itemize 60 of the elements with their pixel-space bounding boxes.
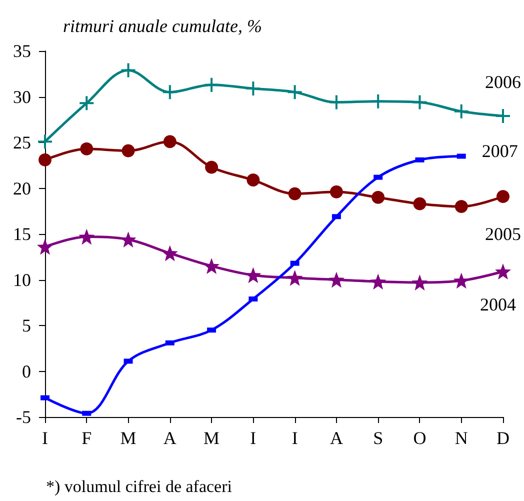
y-tick-label: 10: [13, 270, 31, 290]
x-tick-label: F: [82, 428, 92, 448]
y-axis-title: ritmuri anuale cumulate, %: [63, 16, 262, 36]
point: [495, 108, 511, 124]
y-tick-label: -5: [16, 407, 31, 427]
point: [37, 238, 53, 255]
x-tick-label: I: [292, 428, 298, 448]
point: [245, 80, 262, 97]
point: [286, 84, 303, 100]
point: [453, 103, 470, 120]
point: [162, 245, 178, 262]
point: [286, 270, 303, 286]
point: [288, 187, 302, 200]
point: [372, 190, 385, 204]
point: [120, 62, 136, 78]
point: [78, 95, 95, 112]
series-label: 2007: [482, 141, 518, 162]
point: [330, 185, 343, 198]
point: [495, 264, 511, 280]
point: [370, 93, 386, 110]
y-tick-label: 30: [13, 86, 31, 107]
point: [328, 272, 344, 288]
x-tick-label: A: [163, 428, 176, 448]
y-tick-label: 15: [13, 224, 31, 244]
x-tick-label: D: [496, 428, 510, 448]
point: [370, 274, 386, 290]
x-tick-label: S: [373, 428, 384, 448]
point: [38, 153, 52, 166]
point: [246, 174, 260, 187]
x-tick-label: A: [330, 428, 343, 448]
point: [496, 190, 510, 203]
y-tick-label: 35: [13, 41, 31, 61]
point: [80, 142, 94, 156]
point: [204, 258, 220, 274]
point: [454, 200, 468, 214]
x-tick-label: N: [454, 428, 468, 448]
point: [78, 228, 95, 245]
point: [412, 274, 428, 290]
y-tick-label: 20: [13, 178, 31, 198]
series-label: 2005: [485, 224, 521, 244]
point: [122, 144, 135, 158]
point: [163, 135, 176, 148]
y-tick-label: 0: [22, 361, 31, 382]
point: [328, 94, 344, 110]
x-tick-label: O: [413, 428, 426, 448]
x-tick-label: I: [250, 428, 256, 448]
point: [412, 94, 428, 110]
x-tick-label: M: [120, 428, 136, 448]
point: [37, 134, 53, 150]
point: [204, 76, 220, 93]
y-tick-label: 5: [22, 316, 31, 336]
point: [413, 197, 426, 210]
point: [162, 84, 178, 100]
y-tick-label: 25: [13, 132, 31, 152]
x-tick-label: I: [42, 428, 48, 448]
x-tick-label: M: [204, 428, 220, 448]
series-label: 2004: [480, 294, 516, 315]
text: *) volumul cifrei de afaceri: [46, 477, 232, 496]
point: [205, 160, 218, 174]
series-label: 2006: [485, 72, 521, 92]
